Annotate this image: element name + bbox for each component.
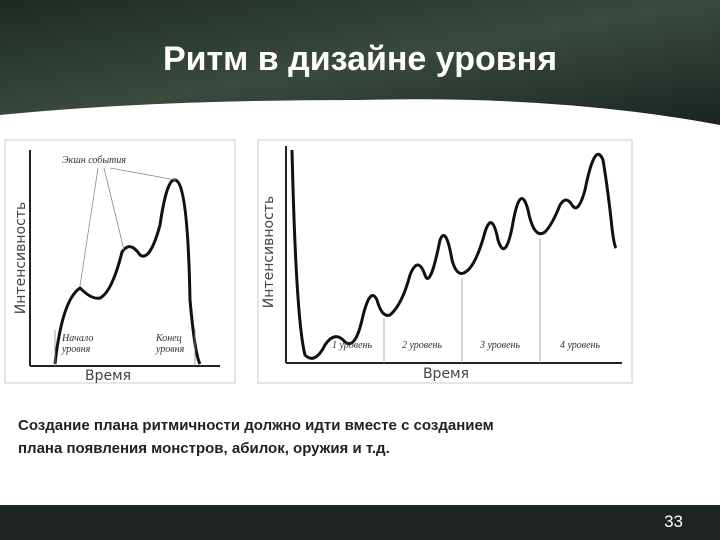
intensity-curve (290, 149, 618, 360)
annotation: Экшн события (62, 155, 126, 166)
header-band (0, 0, 720, 125)
x-axis-label: Время (85, 368, 131, 384)
end-label: Конец (155, 333, 182, 344)
start-label: уровня (61, 344, 91, 355)
right-diagram: 1 уровень 2 уровень 3 уровень 4 уровень … (257, 139, 633, 384)
start-label: Начало (61, 333, 93, 344)
body-text: плана появления монстров, абилок, оружия… (18, 440, 390, 457)
diagram-frame (257, 139, 633, 384)
body-text: Создание плана ритмичности должно идти в… (18, 417, 494, 434)
level-dividers (383, 238, 541, 363)
x-axis-label: Время (423, 366, 469, 382)
level-label: 4 уровень (560, 340, 601, 351)
annotation-lines (54, 167, 196, 366)
level-label: 2 уровень (402, 340, 443, 351)
slide-title: Ритм в дизайне уровня (163, 40, 557, 78)
y-axis-label: Интенсивность (13, 202, 29, 314)
footer-band (0, 505, 720, 540)
left-diagram: Экшн события Начало уровня Конец уровня … (4, 139, 236, 384)
y-axis-label: Интенсивность (261, 196, 277, 308)
page-number: 33 (664, 512, 683, 531)
end-label: уровня (155, 344, 185, 355)
intensity-curve (53, 178, 202, 365)
level-label: 3 уровень (479, 340, 521, 351)
level-label: 1 уровень (332, 340, 373, 351)
